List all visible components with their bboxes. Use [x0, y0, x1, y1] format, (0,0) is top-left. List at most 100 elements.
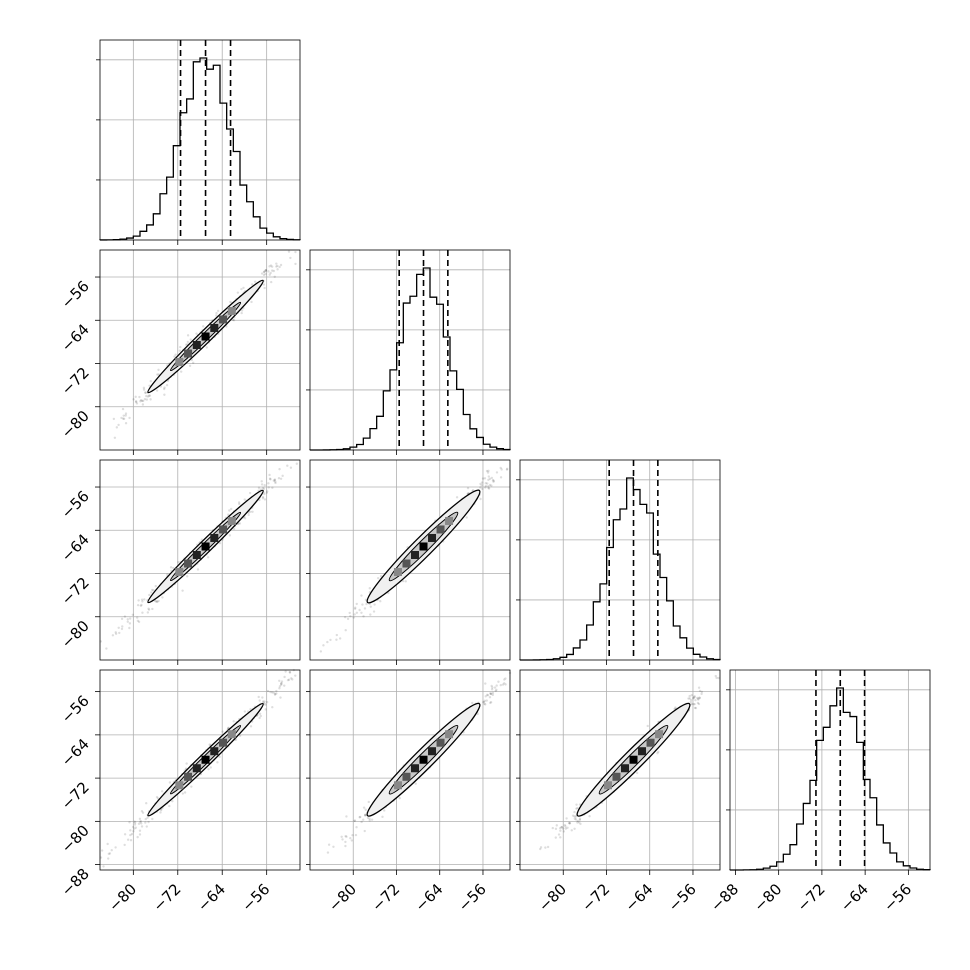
- histogram-0: [99, 57, 301, 241]
- scatter-point: [332, 845, 335, 848]
- scatter-point: [145, 801, 148, 805]
- scatter-point: [128, 821, 131, 824]
- scatter-point: [499, 466, 502, 470]
- scatter-point: [692, 702, 695, 706]
- scatter-point: [274, 692, 277, 696]
- scatter-point: [136, 619, 140, 622]
- scatter-point: [495, 684, 498, 687]
- scatter-point: [290, 677, 293, 680]
- x-tick-label: −56: [880, 880, 915, 915]
- scatter-point: [353, 819, 356, 823]
- scatter-point: [240, 309, 244, 312]
- scatter-point: [141, 399, 145, 403]
- scatter-point: [123, 843, 126, 847]
- scatter-point: [340, 835, 343, 838]
- scatter-point: [152, 589, 155, 592]
- scatter-point: [335, 638, 338, 641]
- scatter-point: [578, 803, 582, 806]
- scatter-point: [272, 479, 276, 482]
- scatter-point: [490, 688, 494, 691]
- scatter-point: [482, 700, 485, 704]
- scatter-point: [349, 614, 352, 618]
- scatter-point: [161, 596, 164, 599]
- scatter-point: [249, 510, 252, 513]
- y-tick-label: −56: [58, 277, 93, 312]
- scatter-point: [286, 678, 290, 682]
- scatter-point: [107, 852, 111, 856]
- scatter-point: [479, 486, 482, 489]
- scatter-point: [481, 487, 484, 491]
- scatter-point: [181, 792, 185, 795]
- scatter-point: [206, 556, 210, 559]
- scatter-point: [574, 818, 578, 821]
- scatter-point: [486, 694, 490, 697]
- scatter-point: [114, 846, 117, 849]
- scatter-point: [573, 810, 576, 814]
- density-cell: [184, 559, 193, 568]
- scatter-point: [698, 689, 702, 693]
- scatter-point: [160, 790, 164, 793]
- y-tick-label: −56: [58, 487, 93, 522]
- scatter-point: [128, 622, 132, 625]
- scatter-point: [696, 696, 699, 700]
- scatter-point: [134, 400, 138, 404]
- scatter-point: [227, 513, 230, 516]
- scatter-point: [278, 467, 281, 471]
- scatter-point: [240, 287, 243, 291]
- scatter-point: [273, 478, 277, 481]
- scatter-point: [570, 829, 573, 832]
- scatter-point: [479, 497, 482, 501]
- scatter-point: [696, 701, 700, 705]
- scatter-point: [139, 400, 142, 403]
- y-tick-label: −80: [58, 617, 93, 652]
- scatter-point: [489, 692, 492, 695]
- scatter-point: [270, 269, 274, 272]
- scatter-point: [539, 847, 542, 851]
- density-cell: [646, 738, 655, 747]
- scatter-point: [484, 481, 488, 485]
- panel-3-0: −56 −64 −72 −80 −88 −80 −72 −64 −56: [58, 668, 301, 915]
- scatter-point: [145, 825, 148, 828]
- scatter-point: [364, 808, 367, 811]
- scatter-point: [379, 600, 382, 603]
- scatter-point: [694, 698, 697, 702]
- panel-frame: [729, 669, 931, 871]
- scatter-point: [354, 833, 358, 837]
- scatter-point: [279, 477, 283, 480]
- scatter-point: [258, 716, 261, 720]
- scatter-point: [353, 607, 357, 610]
- scatter-point: [264, 272, 267, 276]
- density-cell: [192, 551, 201, 559]
- scatter-point: [111, 634, 115, 637]
- scatter-point: [694, 706, 698, 710]
- scatter-point: [231, 318, 235, 322]
- x-tick-label: −64: [621, 880, 656, 915]
- scatter-point: [145, 398, 149, 401]
- scatter-point: [355, 602, 358, 606]
- scatter-point: [179, 370, 183, 373]
- scatter-point: [484, 695, 487, 698]
- scatter-point: [277, 476, 281, 480]
- scatter-point: [258, 712, 262, 716]
- scatter-point: [319, 650, 323, 653]
- scatter-point: [575, 803, 578, 806]
- scatter-point: [268, 273, 271, 276]
- scatter-point: [267, 486, 270, 489]
- scatter-point: [698, 696, 702, 700]
- scatter-point: [697, 702, 701, 706]
- scatter-point: [168, 781, 172, 784]
- scatter-point: [172, 566, 175, 570]
- scatter-point: [106, 842, 109, 846]
- scatter-point: [482, 700, 486, 704]
- scatter-point: [381, 815, 384, 819]
- scatter-point: [269, 690, 272, 694]
- scatter-point: [136, 835, 139, 839]
- density-cell: [402, 772, 411, 781]
- scatter-point: [269, 280, 273, 284]
- scatter-point: [578, 817, 582, 821]
- scatter-point: [564, 825, 567, 828]
- scatter-point: [185, 343, 188, 346]
- scatter-point: [690, 702, 694, 706]
- scatter-point: [504, 677, 507, 680]
- scatter-point: [228, 509, 231, 512]
